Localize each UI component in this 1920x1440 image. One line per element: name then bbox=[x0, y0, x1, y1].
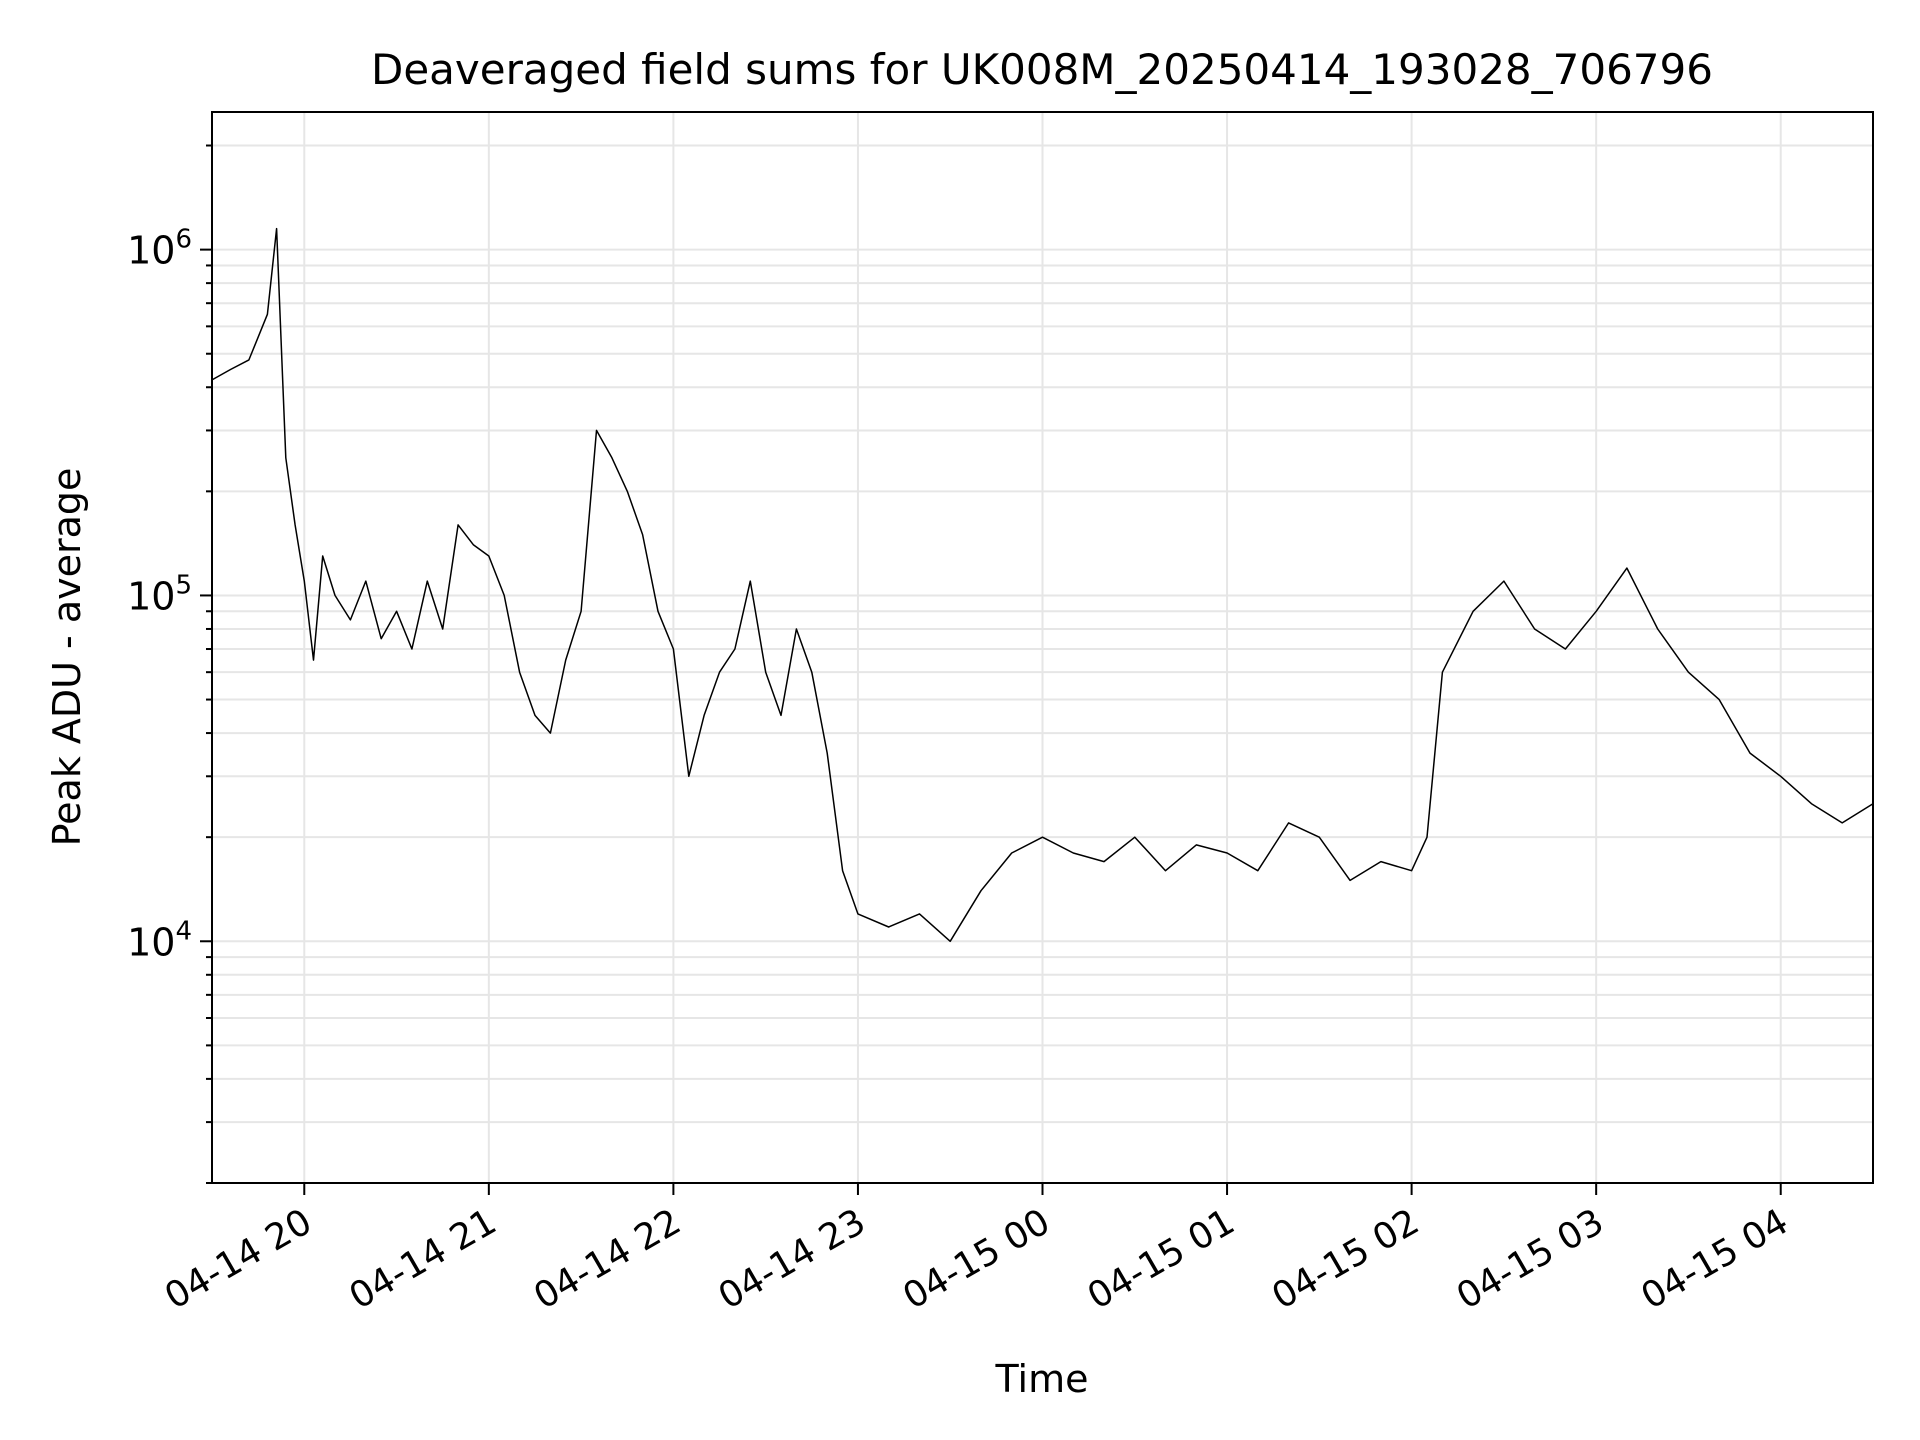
y-axis-label: Peak ADU - average bbox=[45, 468, 89, 847]
y-tick-label: 105 bbox=[127, 570, 192, 618]
series-layer bbox=[211, 227, 1874, 943]
x-axis-label: Time bbox=[995, 1357, 1089, 1401]
y-tick-label: 106 bbox=[127, 225, 192, 273]
chart-title: Deaveraged field sums for UK008M_2025041… bbox=[371, 45, 1713, 94]
series-line bbox=[211, 227, 1874, 943]
y-tick-label: 104 bbox=[127, 916, 192, 964]
